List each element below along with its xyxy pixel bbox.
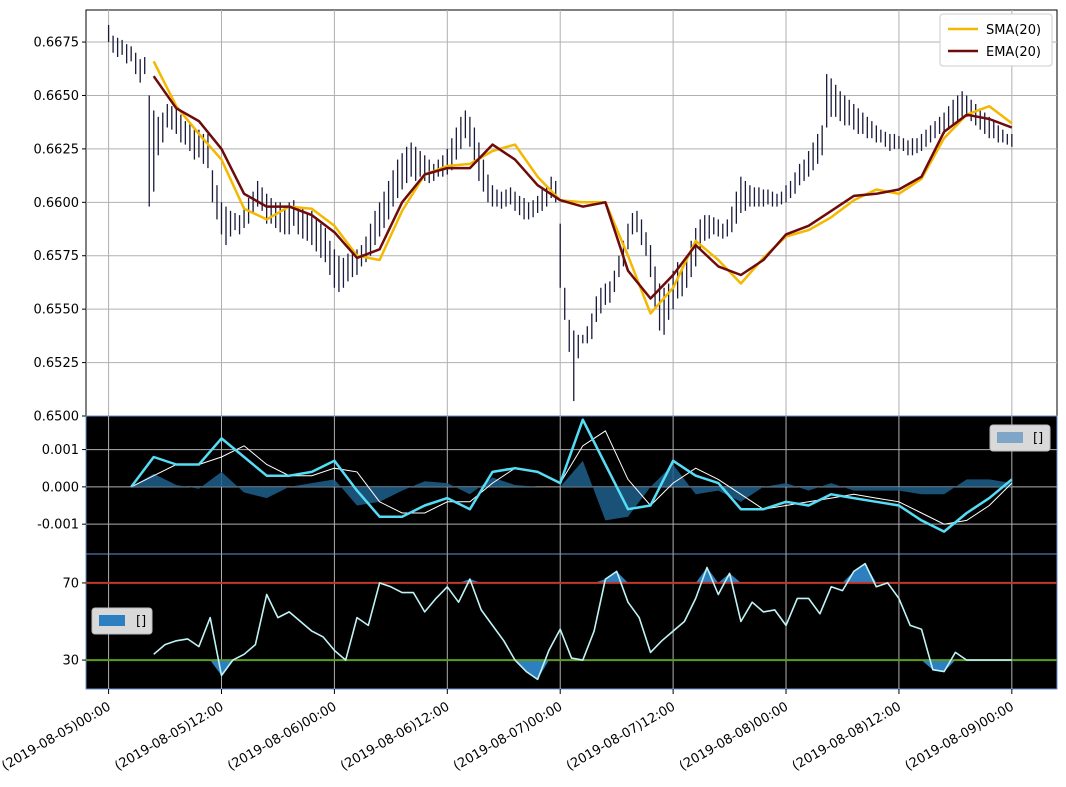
macd-legend-swatch xyxy=(997,432,1023,443)
price-candles xyxy=(107,24,1013,402)
y-tick-label: 0.6575 xyxy=(34,249,80,264)
macd-y-ticks: -0.001 0.000 0.001 xyxy=(37,443,86,533)
rsi-legend-swatch xyxy=(99,615,125,626)
rsi-fill xyxy=(153,563,1012,680)
sma-line xyxy=(152,60,1013,315)
rsi-levels xyxy=(86,581,1057,662)
x-axis-ticks: (2019-08-05)00:00(2019-08-05)12:00(2019-… xyxy=(0,689,1017,774)
rsi-plot-area xyxy=(85,553,1058,690)
macd-legend-label: [] xyxy=(1033,431,1043,446)
y-tick-label: 0.6525 xyxy=(34,356,80,371)
y-tick-label: 70 xyxy=(62,576,79,591)
price-legend: SMA(20) EMA(20) xyxy=(939,13,1053,67)
sma-legend-label: SMA(20) xyxy=(986,23,1041,38)
y-tick-label: 0.6650 xyxy=(34,89,80,104)
rsi-legend-label: [] xyxy=(136,614,146,629)
macd-lines xyxy=(130,418,1013,533)
x-tick-label: (2019-08-06)00:00 xyxy=(225,699,339,774)
y-tick-label: 0.6625 xyxy=(34,142,80,157)
y-tick-label: 0.001 xyxy=(42,443,79,458)
y-tick-label: 0.6600 xyxy=(34,196,80,211)
x-tick-label: (2019-08-08)12:00 xyxy=(790,699,904,774)
rsi-lines xyxy=(153,562,1012,681)
price-legend-box xyxy=(939,13,1053,67)
macd-legend: [] xyxy=(989,424,1051,452)
y-tick-label: 0.6550 xyxy=(34,303,80,318)
x-tick-label: (2019-08-09)00:00 xyxy=(903,699,1017,774)
ema-line xyxy=(152,75,1013,300)
x-tick-label: (2019-08-05)12:00 xyxy=(112,699,226,774)
x-tick-label: (2019-08-07)12:00 xyxy=(564,699,678,774)
rsi-panel: 30 70 [] xyxy=(62,553,1058,690)
x-tick-label: (2019-08-06)12:00 xyxy=(338,699,452,774)
price-panel: 0.6500 0.6525 0.6550 0.6575 0.6600 0.6625 0.66… xyxy=(34,9,1058,425)
rsi-y-ticks: 30 70 xyxy=(62,576,86,669)
y-tick-label: 0.6500 xyxy=(34,410,80,425)
rsi-line xyxy=(153,562,1012,681)
y-tick-label: 30 xyxy=(62,654,79,669)
x-tick-label: (2019-08-08)00:00 xyxy=(677,699,791,774)
x-tick-label: (2019-08-07)00:00 xyxy=(451,699,565,774)
x-tick-label: (2019-08-05)00:00 xyxy=(0,699,114,774)
y-tick-label: 0.000 xyxy=(42,480,79,495)
price-y-ticks: 0.6500 0.6525 0.6550 0.6575 0.6600 0.6625 0.66… xyxy=(34,36,86,425)
macd-line xyxy=(130,418,1013,533)
macd-panel: -0.001 0.000 0.001 [] xyxy=(37,415,1058,555)
y-tick-label: 0.6675 xyxy=(34,36,80,51)
price-plot-area xyxy=(85,9,1058,417)
ema-legend-label: EMA(20) xyxy=(986,45,1041,60)
price-lines xyxy=(152,60,1013,315)
rsi-legend: [] xyxy=(91,607,153,635)
y-tick-label: -0.001 xyxy=(37,518,79,533)
rsi-oversold-fill xyxy=(153,660,1012,680)
signal-line xyxy=(130,430,1013,525)
